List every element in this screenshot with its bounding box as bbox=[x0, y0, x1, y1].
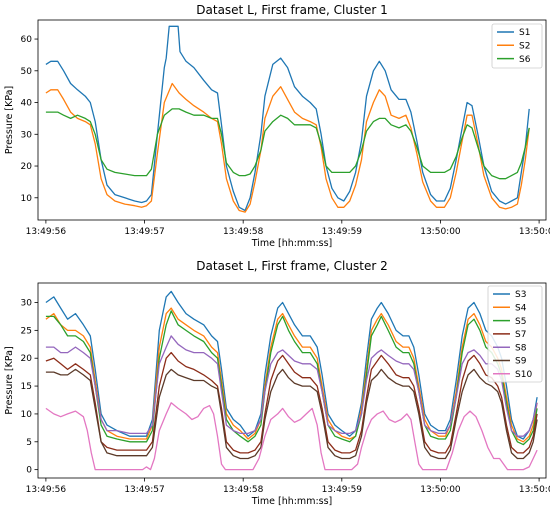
legend-label: S4 bbox=[515, 304, 527, 314]
legend-label: S9 bbox=[515, 357, 527, 367]
y-tick-label: 10 bbox=[21, 194, 33, 204]
y-tick-label: 10 bbox=[21, 410, 33, 420]
y-tick-label: 15 bbox=[21, 382, 32, 392]
x-tick-label: 13:49:59 bbox=[322, 485, 363, 495]
y-tick-label: 40 bbox=[21, 99, 33, 109]
chart-panel-1: Dataset L, First frame, Cluster 1 13:49:5… bbox=[4, 3, 550, 249]
x-axis-label: Time [hh:mm:ss] bbox=[251, 238, 333, 249]
legend-label: S1 bbox=[519, 28, 530, 38]
x-tick-label: 13:49:59 bbox=[322, 227, 363, 237]
x-tick-label: 13:49:57 bbox=[124, 227, 164, 237]
y-axis-label: Pressure [KPa] bbox=[4, 86, 15, 154]
x-tick-label: 13:49:56 bbox=[26, 485, 67, 495]
legend-item-s7: S7 bbox=[493, 330, 526, 340]
legend: S3 S4 S5 S7 S8 S9 S10 bbox=[487, 285, 543, 383]
x-tick-label: 13:49:56 bbox=[26, 227, 67, 237]
legend-box bbox=[491, 23, 543, 69]
chart-panel-2: Dataset L, First frame, Cluster 2 13:49:5… bbox=[4, 259, 550, 507]
legend-item-s9: S9 bbox=[493, 357, 527, 367]
series-line-s10 bbox=[45, 402, 538, 471]
legend-label: S2 bbox=[519, 42, 530, 52]
legend-label: S8 bbox=[515, 343, 527, 353]
y-tick-label: 5 bbox=[26, 438, 32, 448]
y-tick-label: 60 bbox=[21, 35, 33, 45]
series-line-s6 bbox=[45, 108, 530, 180]
legend-label: S6 bbox=[519, 55, 531, 65]
x-tick-label: 13:49:57 bbox=[124, 485, 164, 495]
x-tick-label: 13:50:00 bbox=[420, 227, 461, 237]
y-tick-label: 25 bbox=[21, 326, 32, 336]
y-tick-label: 30 bbox=[21, 130, 33, 140]
series-line-s5 bbox=[45, 310, 538, 446]
legend-item-s8: S8 bbox=[493, 343, 527, 353]
legend-label: S3 bbox=[515, 290, 526, 300]
series-lines bbox=[45, 25, 530, 213]
series-line-s2 bbox=[45, 82, 530, 213]
legend-item-s2: S2 bbox=[497, 42, 530, 52]
y-tick-label: 20 bbox=[21, 162, 33, 172]
x-axis-label: Time [hh:mm:ss] bbox=[251, 496, 333, 507]
y-tick-label: 20 bbox=[21, 354, 33, 364]
legend-label: S5 bbox=[515, 317, 526, 327]
x-tick-label: 13:49:58 bbox=[223, 485, 264, 495]
x-tick-label: 13:50:01 bbox=[519, 485, 550, 495]
series-line-s7 bbox=[45, 351, 538, 454]
legend-item-s6: S6 bbox=[497, 55, 531, 65]
series-lines bbox=[45, 290, 538, 471]
chart-title: Dataset L, First frame, Cluster 1 bbox=[196, 3, 387, 17]
series-line-s9 bbox=[45, 368, 538, 460]
legend-label: S7 bbox=[515, 330, 526, 340]
series-line-s4 bbox=[45, 307, 538, 443]
x-tick-label: 13:50:01 bbox=[519, 227, 550, 237]
chart-title: Dataset L, First frame, Cluster 2 bbox=[196, 259, 387, 273]
y-tick-label: 0 bbox=[26, 466, 32, 476]
y-tick-label: 50 bbox=[21, 67, 33, 77]
y-tick-label: 30 bbox=[21, 299, 33, 309]
legend: S1 S2 S6 bbox=[491, 23, 543, 69]
legend-item-s3: S3 bbox=[493, 290, 526, 300]
legend-item-s10: S10 bbox=[493, 370, 532, 380]
plot-frame bbox=[37, 282, 547, 479]
series-line-s3 bbox=[45, 290, 538, 440]
legend-label: S10 bbox=[515, 370, 532, 380]
series-line-s1 bbox=[45, 25, 530, 212]
legend-item-s1: S1 bbox=[497, 28, 530, 38]
plot-frame bbox=[37, 19, 547, 221]
x-tick-label: 13:49:58 bbox=[223, 227, 264, 237]
legend-box bbox=[487, 285, 543, 383]
series-line-s8 bbox=[45, 335, 538, 437]
legend-item-s4: S4 bbox=[493, 304, 527, 314]
x-tick-label: 13:50:00 bbox=[420, 485, 461, 495]
y-axis-label: Pressure [KPa] bbox=[4, 346, 15, 414]
legend-item-s5: S5 bbox=[493, 317, 526, 327]
